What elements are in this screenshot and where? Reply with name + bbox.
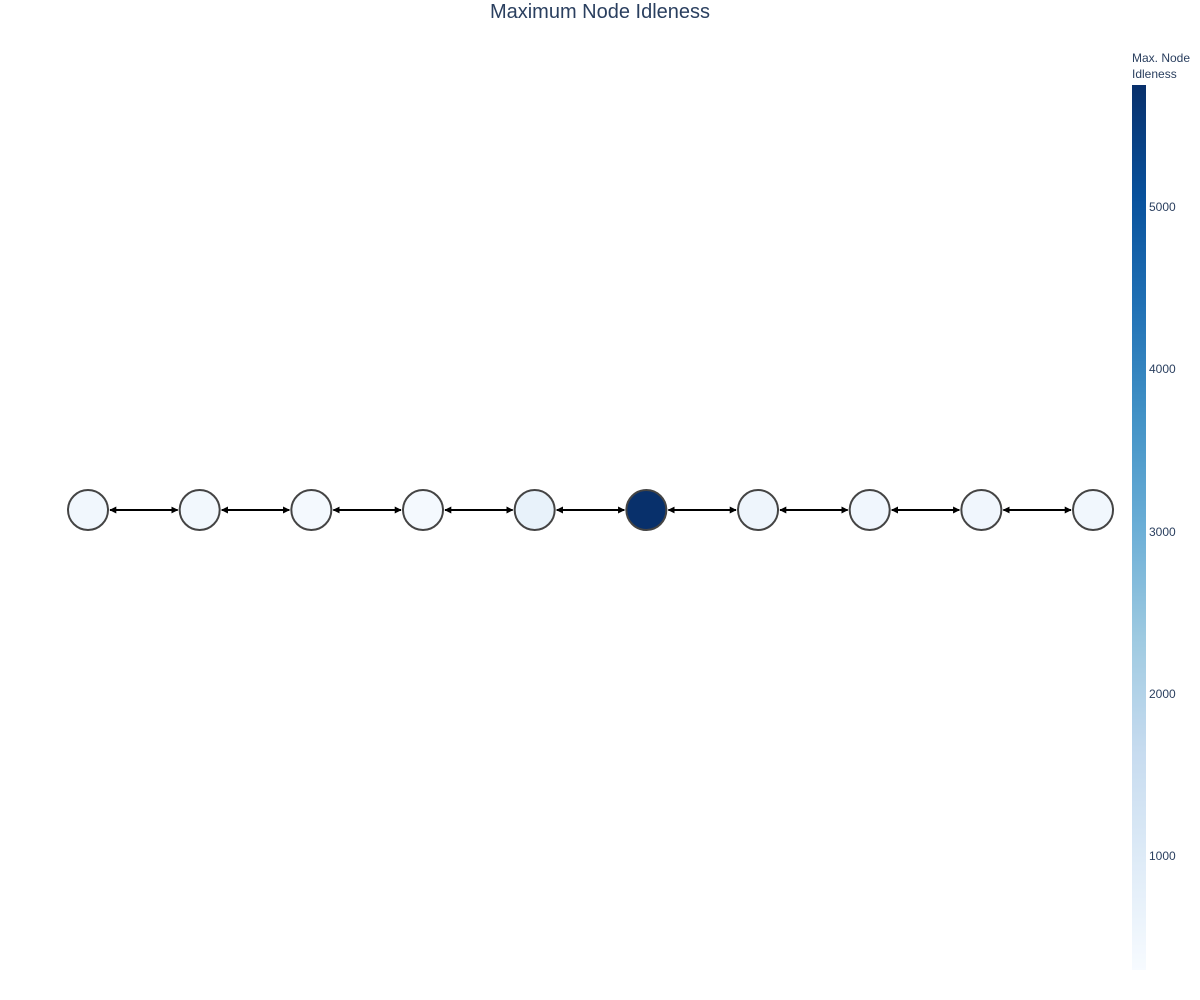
colorbar-title-line: Max. Node [1132, 51, 1191, 65]
graph-node[interactable] [290, 489, 333, 531]
graph-node[interactable] [178, 489, 221, 531]
graph-node[interactable] [1072, 489, 1115, 531]
graph-node[interactable] [67, 489, 109, 531]
chart-title: Maximum Node Idleness [489, 1, 711, 23]
colorbar-tick-label: 1000 [1149, 849, 1176, 864]
colorbar-tick-label: 5000 [1149, 199, 1176, 214]
graph-node[interactable] [848, 489, 891, 531]
graph-node[interactable] [402, 489, 445, 531]
graph-node[interactable] [625, 489, 668, 531]
colorbar-title-line: Idleness [1132, 67, 1177, 81]
colorbar-tick-label: 3000 [1149, 524, 1176, 539]
nodes [67, 489, 1115, 531]
colorbar-tick-label: 4000 [1149, 362, 1176, 377]
colorbar-tick-label: 2000 [1149, 686, 1176, 701]
graph-node[interactable] [513, 489, 556, 531]
colorbar-title: Max. Node Idleness [1132, 50, 1198, 82]
graph-canvas [67, 489, 1115, 531]
colorbar [1132, 85, 1146, 970]
graph-node[interactable] [737, 489, 780, 531]
graph-node[interactable] [960, 489, 1003, 531]
